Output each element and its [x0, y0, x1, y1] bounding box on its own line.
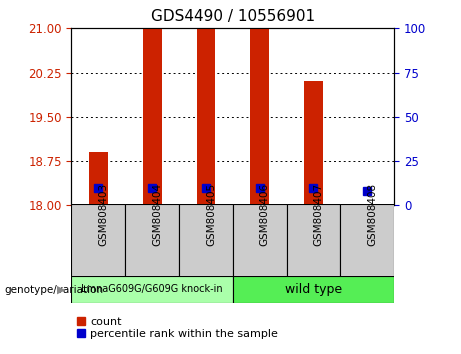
- Bar: [125, 204, 179, 278]
- Bar: [71, 204, 125, 278]
- Title: GDS4490 / 10556901: GDS4490 / 10556901: [151, 9, 315, 24]
- Text: wild type: wild type: [285, 283, 342, 296]
- Bar: [196, 28, 215, 205]
- Text: GSM808408: GSM808408: [367, 183, 377, 246]
- Text: GSM808404: GSM808404: [152, 183, 162, 246]
- Text: ▶: ▶: [58, 285, 66, 295]
- Bar: [250, 28, 269, 205]
- Bar: [89, 152, 108, 205]
- Bar: [233, 204, 287, 278]
- Bar: [287, 204, 340, 278]
- Legend: count, percentile rank within the sample: count, percentile rank within the sample: [77, 317, 278, 339]
- Bar: [233, 276, 394, 303]
- Text: LmnaG609G/G609G knock-in: LmnaG609G/G609G knock-in: [81, 284, 223, 295]
- Bar: [179, 204, 233, 278]
- Bar: [71, 276, 233, 303]
- Bar: [143, 28, 161, 205]
- Text: GSM808403: GSM808403: [98, 183, 108, 246]
- Text: GSM808405: GSM808405: [206, 183, 216, 246]
- Text: genotype/variation: genotype/variation: [5, 285, 104, 295]
- Text: GSM808406: GSM808406: [260, 183, 270, 246]
- Bar: [358, 204, 377, 205]
- Bar: [304, 81, 323, 205]
- Bar: [340, 204, 394, 278]
- Text: GSM808407: GSM808407: [313, 183, 324, 246]
